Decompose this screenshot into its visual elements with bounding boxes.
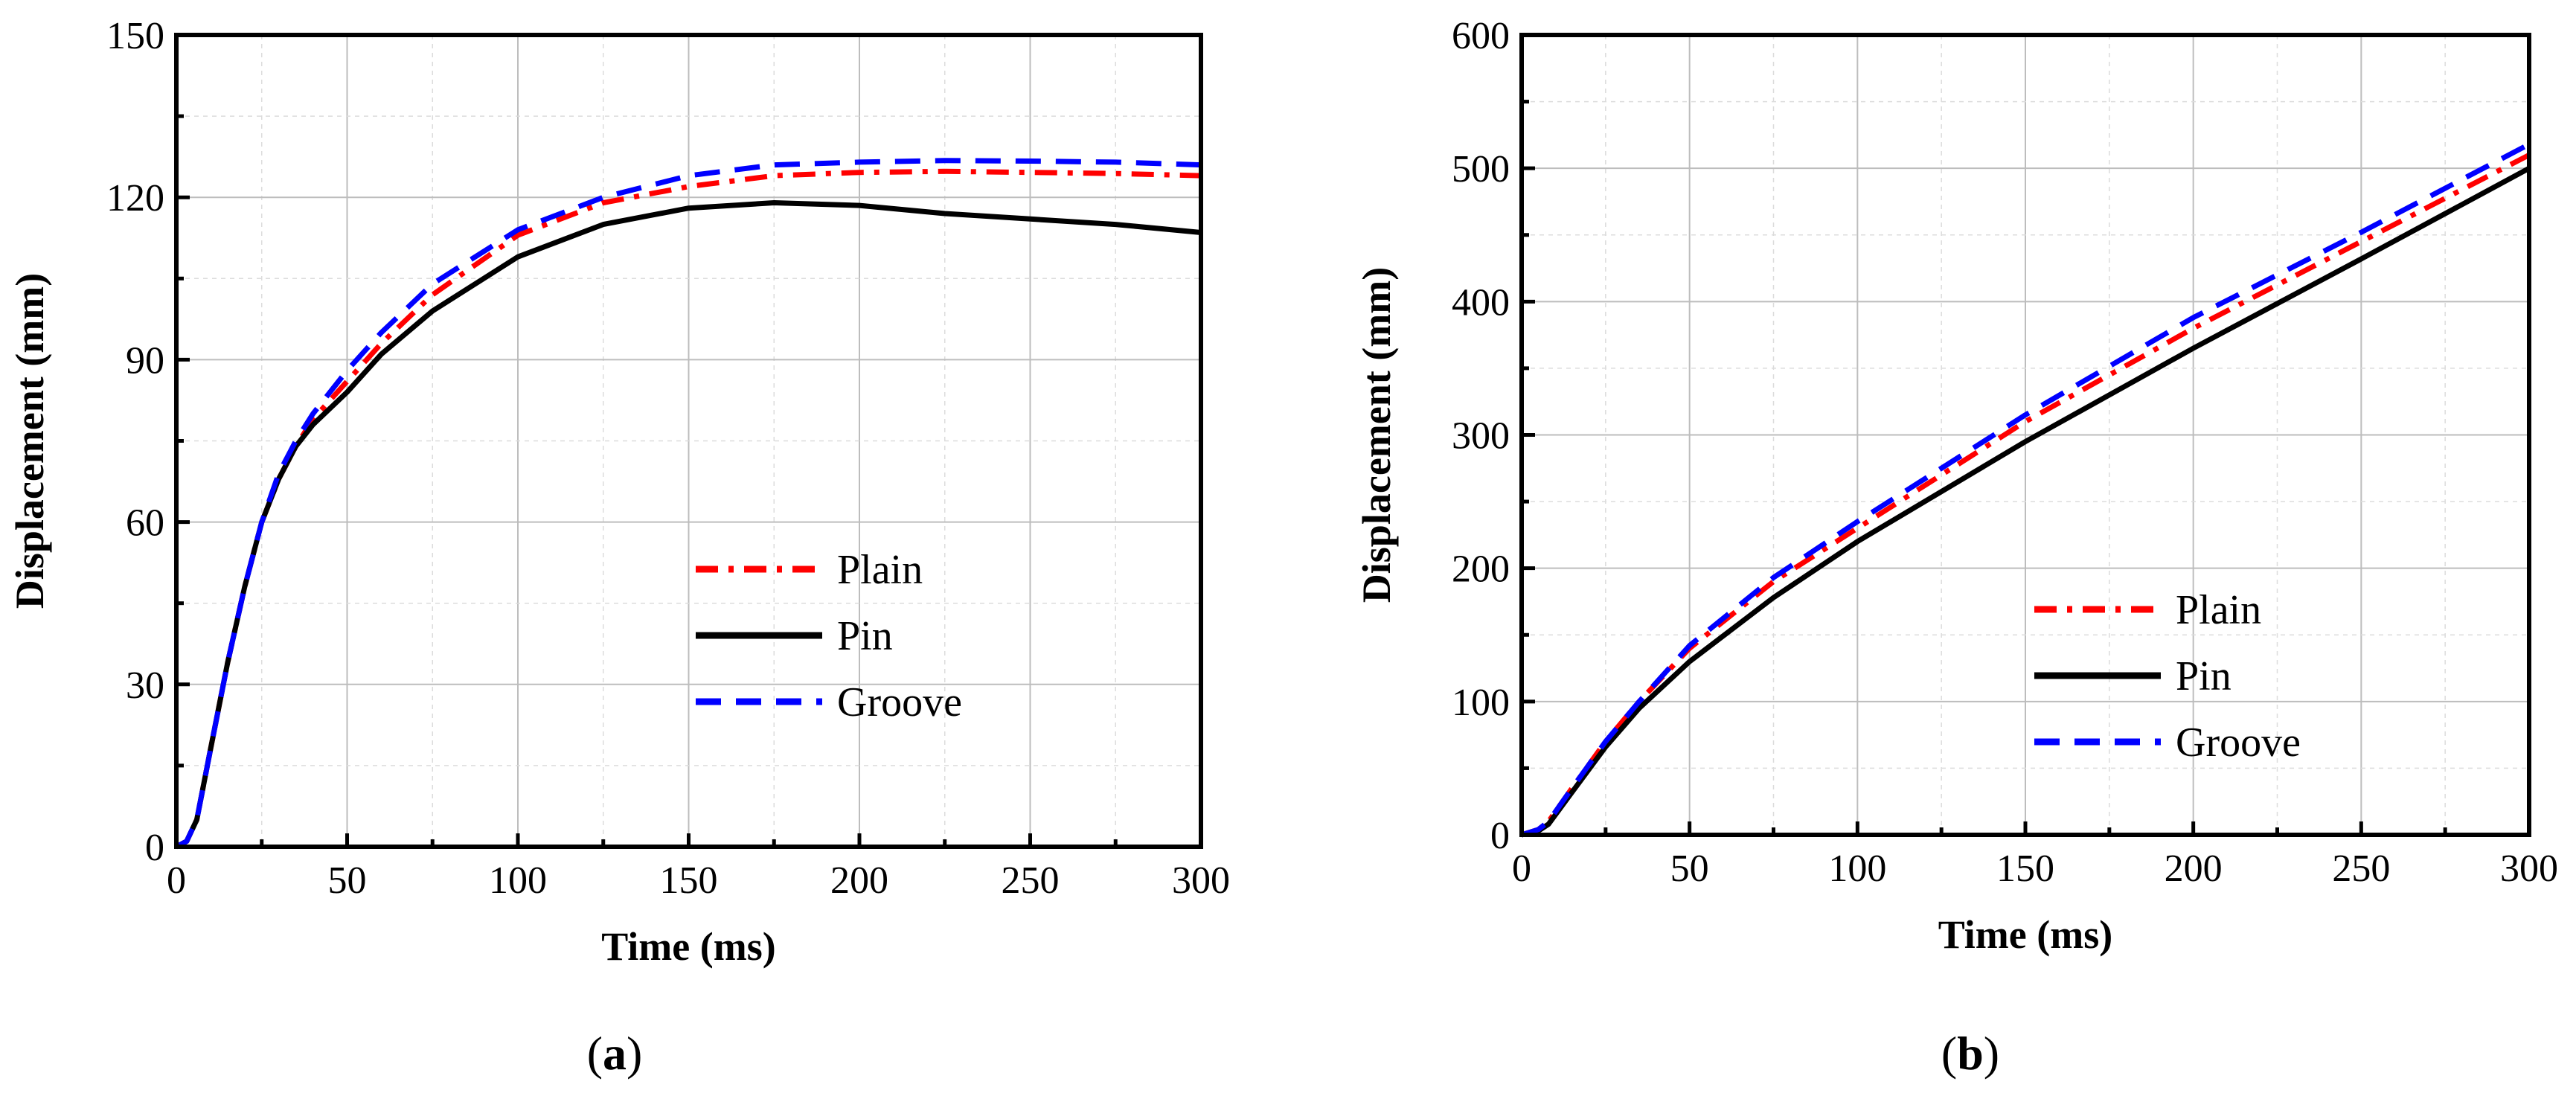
x-tick-label: 0 — [167, 859, 186, 902]
series-line-groove — [175, 158, 1202, 850]
legend-label-plain: Plain — [2176, 587, 2261, 633]
y-tick-label: 60 — [126, 502, 164, 545]
series-group — [175, 158, 1202, 850]
panel-label: (b) — [1941, 1027, 1999, 1080]
x-tick-label: 0 — [1512, 848, 1531, 890]
y-tick-label: 500 — [1452, 148, 1510, 190]
x-tick-label: 100 — [1828, 848, 1886, 890]
x-tick-label: 50 — [328, 859, 367, 902]
y-axis-title: Displacement (mm) — [1354, 267, 1399, 603]
y-tick-label: 600 — [1452, 15, 1510, 57]
series-line-pin — [1521, 166, 2531, 838]
series-line-pin — [175, 200, 1202, 850]
legend-label-groove: Groove — [2176, 720, 2301, 766]
legend-label-groove: Groove — [837, 679, 962, 725]
series-group — [1520, 141, 2531, 838]
x-tick-label: 250 — [1002, 859, 1060, 902]
y-tick-label: 400 — [1452, 281, 1510, 324]
ticks: 0 50 100 150 200 250 300 0 30 60 90 120 150 — [106, 15, 1230, 902]
grid — [1522, 35, 2529, 835]
x-tick-label: 200 — [2165, 848, 2223, 890]
ticks: 0 50 100 150 200 250 300 0 100 200 300 400 500 600 — [1452, 15, 2558, 890]
x-tick-label: 250 — [2332, 848, 2390, 890]
chart-panel-a: 0 50 100 150 200 250 300 0 30 60 90 120 150 Time (ms)… — [7, 15, 1230, 1080]
x-tick-label: 200 — [830, 859, 888, 902]
x-tick-label: 300 — [2500, 848, 2558, 890]
y-tick-label: 200 — [1452, 548, 1510, 591]
legend-label-pin: Pin — [837, 613, 893, 659]
legend: Plain Pin Groove — [696, 547, 962, 725]
y-tick-label: 120 — [106, 177, 164, 220]
grid — [176, 35, 1201, 847]
legend-label-plain: Plain — [837, 547, 923, 593]
y-tick-label: 100 — [1452, 682, 1510, 724]
legend: Plain Pin Groove — [2034, 587, 2301, 766]
series-line-groove — [1520, 141, 2531, 838]
y-tick-label: 150 — [106, 15, 164, 57]
x-tick-label: 300 — [1172, 859, 1230, 902]
y-tick-label: 0 — [1490, 815, 1510, 857]
y-tick-label: 300 — [1452, 415, 1510, 458]
legend-label-pin: Pin — [2176, 653, 2231, 699]
x-tick-label: 150 — [660, 859, 718, 902]
chart-panel-b: 0 50 100 150 200 250 300 0 100 200 300 400 500 600 Tim… — [1354, 15, 2558, 1080]
y-tick-label: 90 — [126, 339, 164, 382]
y-tick-label: 30 — [126, 664, 164, 707]
x-axis-title: Time (ms) — [1938, 912, 2112, 957]
y-tick-label: 0 — [145, 827, 164, 869]
x-tick-label: 150 — [1996, 848, 2054, 890]
x-tick-label: 50 — [1670, 848, 1709, 890]
x-axis-title: Time (ms) — [601, 924, 775, 969]
y-axis-title: Displacement (mm) — [7, 273, 52, 609]
panel-label: (a) — [587, 1027, 643, 1080]
x-tick-label: 100 — [489, 859, 547, 902]
